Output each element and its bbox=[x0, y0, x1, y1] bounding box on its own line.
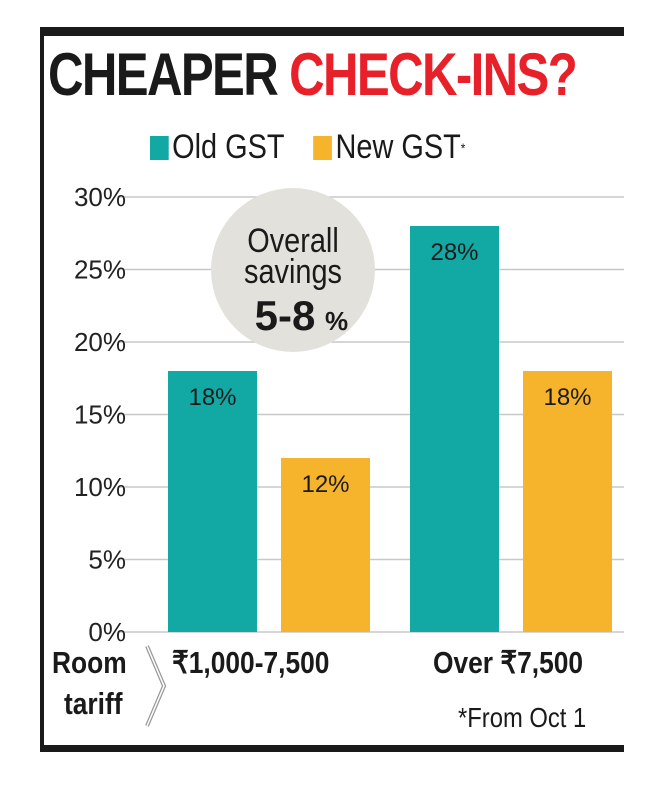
legend-label-old: Old GST bbox=[172, 128, 285, 166]
chevron-divider-inner bbox=[146, 645, 165, 727]
y-tick-label: 0% bbox=[88, 617, 126, 647]
annotation-unit: % bbox=[325, 306, 348, 336]
bar-old-2 bbox=[410, 226, 499, 632]
frame-bottom-bar bbox=[40, 745, 624, 752]
bar-old-1 bbox=[168, 371, 257, 632]
legend-item-new: New GST * bbox=[313, 128, 465, 167]
x-axis-label-line1: Room bbox=[52, 645, 127, 680]
x-axis-label-line2: tariff bbox=[64, 686, 123, 721]
bar-new-2 bbox=[523, 371, 612, 632]
savings-bubble bbox=[211, 188, 375, 352]
data-label: 18% bbox=[188, 384, 236, 411]
y-tick-label: 30% bbox=[74, 182, 126, 212]
legend-label-new: New GST bbox=[335, 128, 461, 166]
annotation-line2: savings bbox=[244, 252, 342, 291]
data-label: 18% bbox=[543, 384, 591, 411]
y-tick-label: 20% bbox=[74, 327, 126, 357]
data-label: 12% bbox=[301, 471, 349, 498]
footnote: *From Oct 1 bbox=[458, 702, 587, 733]
y-tick-label: 10% bbox=[74, 472, 126, 502]
title-part-1: CHEAPER bbox=[48, 41, 279, 108]
annotation-line3: 5-8 bbox=[255, 292, 316, 339]
legend-swatch-old bbox=[150, 135, 169, 160]
y-tick-label: 15% bbox=[74, 400, 126, 430]
annotation-line1: Overall bbox=[247, 221, 339, 260]
frame-top-bar bbox=[40, 27, 624, 36]
frame-left-bar bbox=[40, 27, 44, 752]
title-part-2: CHECK-INS? bbox=[289, 41, 578, 108]
category-label-2: Over ₹7,500 bbox=[433, 645, 584, 680]
y-tick-label: 25% bbox=[74, 255, 126, 285]
legend: Old GST New GST * bbox=[150, 128, 465, 167]
y-tick-label: 5% bbox=[88, 545, 126, 575]
legend-swatch-new bbox=[313, 135, 333, 160]
category-label-1: ₹1,000-7,500 bbox=[172, 645, 330, 680]
chart-title: CHEAPER CHECK-INS? bbox=[48, 40, 578, 110]
legend-asterisk: * bbox=[460, 139, 466, 156]
bar-new-1 bbox=[281, 458, 370, 632]
legend-item-old: Old GST bbox=[150, 128, 285, 167]
data-label: 28% bbox=[430, 239, 478, 266]
chevron-divider bbox=[145, 645, 167, 727]
